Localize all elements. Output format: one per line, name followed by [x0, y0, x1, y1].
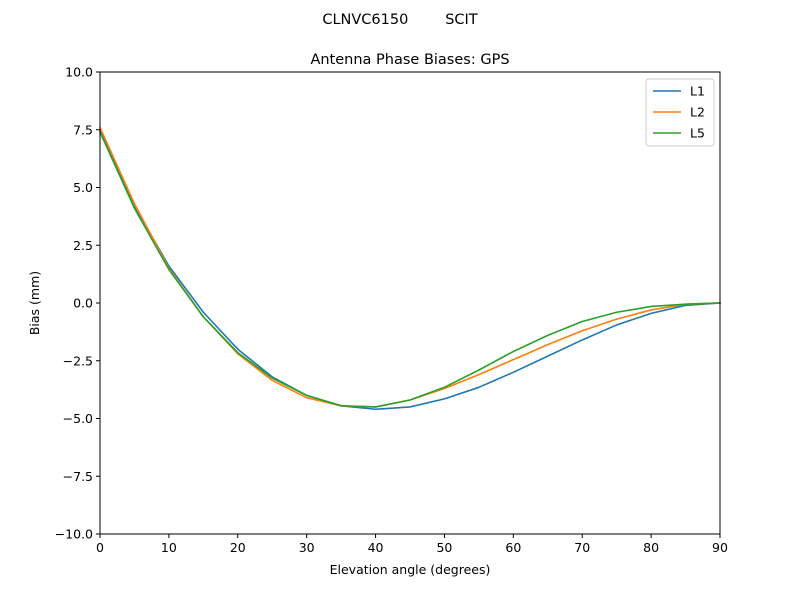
y-axis-ticks: −10.0 −7.5 −5.0 −2.5 0.0 2.5 5.0 7.5 10.0 — [55, 65, 100, 542]
y-tick-label: −10.0 — [55, 527, 93, 542]
x-tick-label: 30 — [299, 540, 315, 555]
series-line-l2 — [98, 126, 721, 408]
x-tick-label: 20 — [230, 540, 246, 555]
legend-label-l1: L1 — [690, 84, 705, 99]
series-line-l1 — [98, 128, 721, 411]
series-layer — [98, 126, 721, 411]
y-axis-label: Bias (mm) — [27, 271, 42, 335]
x-tick-label: 10 — [161, 540, 177, 555]
x-tick-label: 40 — [368, 540, 384, 555]
series-line-l5 — [98, 131, 721, 408]
legend-label-l2: L2 — [690, 105, 705, 120]
x-tick-label: 0 — [96, 540, 104, 555]
y-tick-label: −7.5 — [63, 469, 93, 484]
y-tick-label: 2.5 — [73, 238, 93, 253]
y-tick-label: 7.5 — [73, 122, 93, 137]
x-tick-label: 90 — [712, 540, 728, 555]
y-tick-label: −2.5 — [63, 353, 93, 368]
chart-title: Antenna Phase Biases: GPS — [310, 52, 509, 68]
x-axis-ticks: 0 10 20 30 40 50 60 70 80 90 — [96, 534, 728, 555]
x-tick-label: 80 — [643, 540, 659, 555]
y-tick-label: 0.0 — [73, 296, 93, 311]
x-axis-label: Elevation angle (degrees) — [330, 562, 491, 577]
legend-label-l5: L5 — [690, 126, 705, 141]
x-tick-label: 70 — [574, 540, 590, 555]
x-tick-label: 60 — [505, 540, 521, 555]
y-tick-label: 5.0 — [73, 180, 93, 195]
y-tick-label: −5.0 — [63, 411, 93, 426]
legend: L1 L2 L5 — [645, 78, 715, 147]
y-tick-label: 10.0 — [65, 65, 93, 80]
x-tick-label: 50 — [436, 540, 452, 555]
figure-suptitle: CLNVC6150 SCIT — [322, 12, 477, 28]
